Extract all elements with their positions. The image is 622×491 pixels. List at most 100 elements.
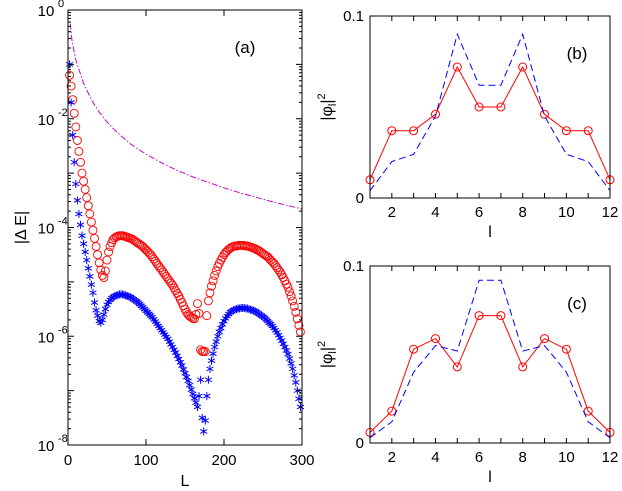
circle-point bbox=[130, 236, 140, 246]
star-point bbox=[73, 196, 82, 205]
star-point bbox=[70, 158, 78, 167]
circle-point bbox=[258, 249, 268, 259]
star-point bbox=[100, 310, 108, 319]
circle-point bbox=[185, 311, 195, 321]
circle-point bbox=[189, 314, 199, 324]
circle-point bbox=[150, 256, 160, 266]
xtick-label: 300 bbox=[289, 452, 314, 469]
star-point bbox=[192, 398, 200, 407]
circle-point bbox=[275, 267, 285, 277]
profile-point bbox=[540, 334, 549, 344]
circle-point bbox=[255, 246, 265, 256]
series-dash-dot-bound bbox=[69, 23, 303, 210]
xtick-label: 2 bbox=[388, 204, 396, 221]
circle-point bbox=[85, 209, 95, 219]
star-point bbox=[83, 256, 91, 265]
circle-point bbox=[196, 345, 206, 355]
star-point bbox=[288, 364, 297, 373]
circle-point bbox=[80, 184, 90, 194]
panel-label-c: (c) bbox=[567, 294, 587, 313]
circle-point bbox=[216, 255, 226, 265]
circle-point bbox=[172, 288, 182, 298]
ytick-power: -4 bbox=[58, 216, 68, 228]
star-point bbox=[75, 209, 83, 218]
ytick-label: 0.1 bbox=[343, 258, 364, 275]
star-point bbox=[284, 350, 292, 359]
xtick-label: 100 bbox=[133, 452, 158, 469]
profile-point bbox=[409, 126, 419, 136]
ytick-base: 10 bbox=[38, 112, 55, 129]
panel-label-a: (a) bbox=[235, 38, 256, 57]
panel-b: 2 4 6 8 10 12 0 0.1 l |φl|2 (b) bbox=[316, 8, 618, 241]
circle-point bbox=[277, 270, 287, 280]
axes-frame-a bbox=[67, 9, 303, 446]
star-point bbox=[168, 343, 177, 352]
xtick-label: 6 bbox=[475, 449, 483, 466]
profile-point bbox=[496, 102, 506, 112]
profile-point bbox=[583, 126, 593, 136]
star-point bbox=[79, 239, 88, 248]
circle-point bbox=[208, 276, 218, 286]
star-point bbox=[84, 264, 92, 273]
ytick-power: -2 bbox=[58, 107, 68, 119]
dashed-line bbox=[369, 279, 611, 439]
profile-point bbox=[452, 362, 462, 372]
circle-point bbox=[133, 238, 143, 248]
star-point bbox=[78, 231, 86, 240]
circle-point bbox=[217, 252, 227, 262]
star-point bbox=[285, 354, 294, 363]
circle-point bbox=[194, 308, 204, 318]
circle-point bbox=[256, 248, 266, 257]
star-point bbox=[92, 306, 100, 315]
circle-point bbox=[285, 287, 294, 297]
profile-point bbox=[518, 362, 528, 372]
star-point bbox=[204, 375, 213, 384]
circle-point bbox=[207, 281, 216, 291]
circle-point bbox=[143, 246, 153, 256]
star-point bbox=[276, 333, 284, 342]
circle-point bbox=[93, 250, 103, 260]
ytick-label: 0.1 bbox=[343, 8, 364, 25]
series-dashed bbox=[369, 32, 611, 191]
ytick-power: -6 bbox=[58, 324, 68, 336]
xtick-label: 4 bbox=[431, 449, 439, 466]
series-dashed bbox=[369, 279, 611, 439]
circle-point bbox=[169, 283, 179, 293]
xtick-label: 4 bbox=[431, 204, 439, 221]
circle-point bbox=[211, 266, 221, 276]
star-point bbox=[97, 318, 105, 327]
star-point bbox=[67, 98, 75, 107]
circle-point bbox=[166, 278, 176, 288]
circle-point bbox=[94, 258, 104, 268]
ytick-base: 10 bbox=[38, 221, 55, 238]
star-point bbox=[214, 332, 222, 341]
ytick-label: 10 -2 bbox=[38, 107, 68, 129]
x-axis-label: l bbox=[488, 469, 492, 486]
star-point bbox=[93, 311, 102, 320]
star-point bbox=[87, 280, 96, 289]
circle-point bbox=[100, 266, 110, 276]
x-axis-label: l bbox=[488, 224, 492, 241]
solid-line bbox=[369, 65, 611, 181]
ytick-base: 10 bbox=[38, 329, 55, 346]
circle-point bbox=[289, 301, 299, 311]
circle-point bbox=[83, 201, 93, 211]
circle-point bbox=[168, 280, 177, 290]
circle-point bbox=[291, 307, 301, 317]
circle-point bbox=[283, 282, 293, 292]
circle-point bbox=[97, 270, 107, 280]
star-point bbox=[190, 394, 199, 403]
circle-point bbox=[274, 265, 284, 275]
profile-point bbox=[409, 344, 419, 354]
circle-point bbox=[104, 247, 114, 257]
xtick-label: 8 bbox=[519, 204, 527, 221]
star-point bbox=[167, 340, 175, 349]
axes-frame-b bbox=[369, 15, 611, 199]
star-point bbox=[89, 288, 97, 297]
profile-point bbox=[387, 406, 397, 416]
circle-point bbox=[286, 291, 296, 301]
profile-point bbox=[387, 126, 397, 136]
star-point bbox=[185, 381, 194, 390]
profile-point bbox=[431, 334, 440, 344]
profile-point bbox=[496, 311, 506, 321]
